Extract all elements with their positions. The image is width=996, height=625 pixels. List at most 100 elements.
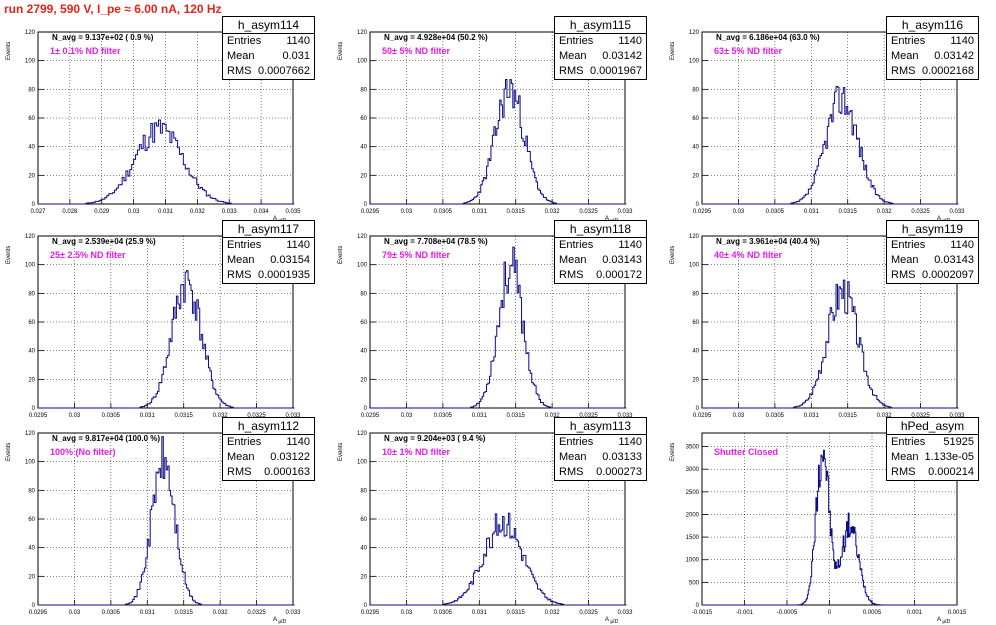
y-axis-label: Events	[670, 442, 676, 461]
y-tick-label: 0	[696, 202, 700, 208]
stat-row-rms: RMS 0.0001935	[223, 268, 314, 283]
stat-row-mean: Mean 0.03122	[223, 450, 314, 465]
stat-row-entries: Entries 1140	[555, 34, 646, 49]
y-tick-label: 120	[25, 234, 36, 240]
y-tick-label: 20	[28, 173, 35, 179]
filter-label: 40± 4% ND filter	[714, 250, 782, 260]
x-tick-label: 0.0325	[911, 209, 930, 215]
stat-value: 0.0007662	[258, 65, 310, 77]
y-tick-label: 100	[25, 59, 36, 65]
x-tick-label: 0.0015	[948, 610, 967, 616]
x-tick-label: 0.033	[949, 413, 965, 419]
stat-label: RMS	[227, 269, 252, 281]
histogram-plot: 0.027 0.028 0.029 0.03 0.031 0.032 0.033 0.034 0…	[25, 30, 301, 215]
y-tick-label: 2500	[686, 490, 700, 496]
x-axis-label: A µID	[937, 617, 951, 625]
histogram-panel-h_asym113: 0.0295 0.03 0.0305 0.031 0.0315 0.032 0.0325 0.…	[332, 415, 664, 625]
navg-label: N_avg = 3.961e+04 (40.4 %)	[716, 237, 820, 246]
x-tick-label: -0.0005	[777, 610, 798, 616]
stat-row-rms: RMS 0.000172	[555, 268, 646, 283]
stat-value: 1140	[286, 239, 310, 251]
y-tick-label: 40	[28, 546, 35, 552]
filter-label: 50± 5% ND filter	[382, 46, 450, 56]
stat-row-entries: Entries 1140	[223, 238, 314, 253]
y-tick-label: 3500	[686, 445, 700, 451]
x-tick-label: 0.032	[877, 209, 893, 215]
histogram-plot: 0.0295 0.03 0.0305 0.031 0.0315 0.032 0.0325 0.…	[25, 234, 301, 419]
y-tick-label: 40	[28, 349, 35, 355]
filter-label: 63± 5% ND filter	[714, 46, 782, 56]
x-tick-label: -0.0015	[692, 610, 713, 616]
y-tick-label: 0	[696, 603, 700, 609]
histogram-panel-hPed_asym: -0.0015 -0.001 -0.0005 0 0.0005 0.001 0.0015 0 5…	[664, 415, 996, 625]
histogram-plot: 0.0295 0.03 0.0305 0.031 0.0315 0.032 0.0325 0.…	[689, 30, 965, 215]
stat-label: Entries	[891, 436, 926, 448]
stat-label: Entries	[227, 436, 262, 448]
navg-label: N_avg = 9.817e+04 (100.0 %)	[52, 434, 161, 443]
histogram-series-h_asym118	[370, 246, 627, 409]
stat-label: Mean	[227, 50, 255, 62]
x-tick-label: 0.034	[254, 209, 270, 215]
stat-label: RMS	[559, 65, 584, 77]
y-tick-label: 120	[25, 30, 36, 36]
x-tick-label: 0.028	[62, 209, 78, 215]
stat-row-entries: Entries 1140	[887, 238, 978, 253]
y-tick-label: 0	[696, 406, 700, 412]
y-axis-label: Events	[338, 41, 344, 60]
y-axis-label: Events	[6, 245, 12, 264]
y-tick-label: 120	[357, 234, 368, 240]
histogram-series-hPed_asym	[702, 449, 957, 606]
stat-box-title: h_asym118	[555, 221, 646, 238]
x-tick-label: 0.035	[285, 209, 301, 215]
stat-row-mean: Mean 0.031	[223, 49, 314, 64]
x-tick-label: 0.001	[907, 610, 923, 616]
x-tick-label: 0.03	[69, 413, 81, 419]
histogram-panel-h_asym114: 0.027 0.028 0.029 0.03 0.031 0.032 0.033 0.034 0…	[0, 14, 332, 224]
y-tick-label: 80	[692, 87, 699, 93]
x-tick-label: 0.0305	[766, 209, 785, 215]
histogram-series-h_asym117	[38, 270, 295, 409]
histogram-series-h_asym115	[370, 78, 627, 205]
stat-value: 0.0002097	[922, 269, 974, 281]
y-tick-label: 0	[364, 202, 368, 208]
y-tick-label: 120	[357, 431, 368, 437]
x-tick-label: 0.0305	[434, 610, 453, 616]
y-tick-label: 0	[32, 603, 36, 609]
filter-label: 1± 0.1% ND filter	[50, 46, 121, 56]
x-tick-label: 0.033	[617, 209, 633, 215]
x-tick-label: 0.0295	[693, 413, 712, 419]
histogram-series-h_asym113	[370, 512, 627, 606]
y-axis-label: Events	[6, 442, 12, 461]
histogram-plot: 0.0295 0.03 0.0305 0.031 0.0315 0.032 0.0325 0.…	[357, 30, 633, 215]
stat-value: 0.0001967	[590, 65, 642, 77]
y-axis-label: Events	[338, 245, 344, 264]
x-tick-label: 0.0325	[247, 610, 266, 616]
y-tick-label: 80	[360, 488, 367, 494]
y-axis-label: Events	[670, 41, 676, 60]
stat-label: Mean	[891, 451, 919, 463]
stat-row-rms: RMS 0.0001967	[555, 64, 646, 79]
stat-label: Entries	[891, 239, 926, 251]
stat-value: 0.000273	[596, 466, 642, 478]
y-tick-label: 1500	[686, 535, 700, 541]
histogram-plot: 0.0295 0.03 0.0305 0.031 0.0315 0.032 0.0325 0.…	[357, 431, 633, 616]
y-tick-label: 20	[692, 173, 699, 179]
stat-label: Mean	[891, 254, 919, 266]
x-tick-label: 0.029	[94, 209, 110, 215]
stat-box-title: h_asym116	[887, 17, 978, 34]
filter-label: 25± 2.5% ND filter	[50, 250, 126, 260]
y-tick-label: 80	[28, 291, 35, 297]
y-tick-label: 0	[32, 406, 36, 412]
filter-label: 79± 5% ND filter	[382, 250, 450, 260]
y-tick-label: 100	[357, 460, 368, 466]
x-tick-label: 0.0315	[175, 610, 194, 616]
y-tick-label: 0	[364, 406, 368, 412]
filter-label: 10± 1% ND filter	[382, 447, 450, 457]
stat-row-rms: RMS 0.0002097	[887, 268, 978, 283]
histogram-series-h_asym119	[702, 279, 959, 409]
x-tick-label: 0.03	[401, 209, 413, 215]
stat-label: Mean	[227, 451, 255, 463]
stat-label: RMS	[559, 269, 584, 281]
stat-value: 0.03143	[602, 254, 642, 266]
stat-row-rms: RMS 0.000273	[555, 465, 646, 480]
